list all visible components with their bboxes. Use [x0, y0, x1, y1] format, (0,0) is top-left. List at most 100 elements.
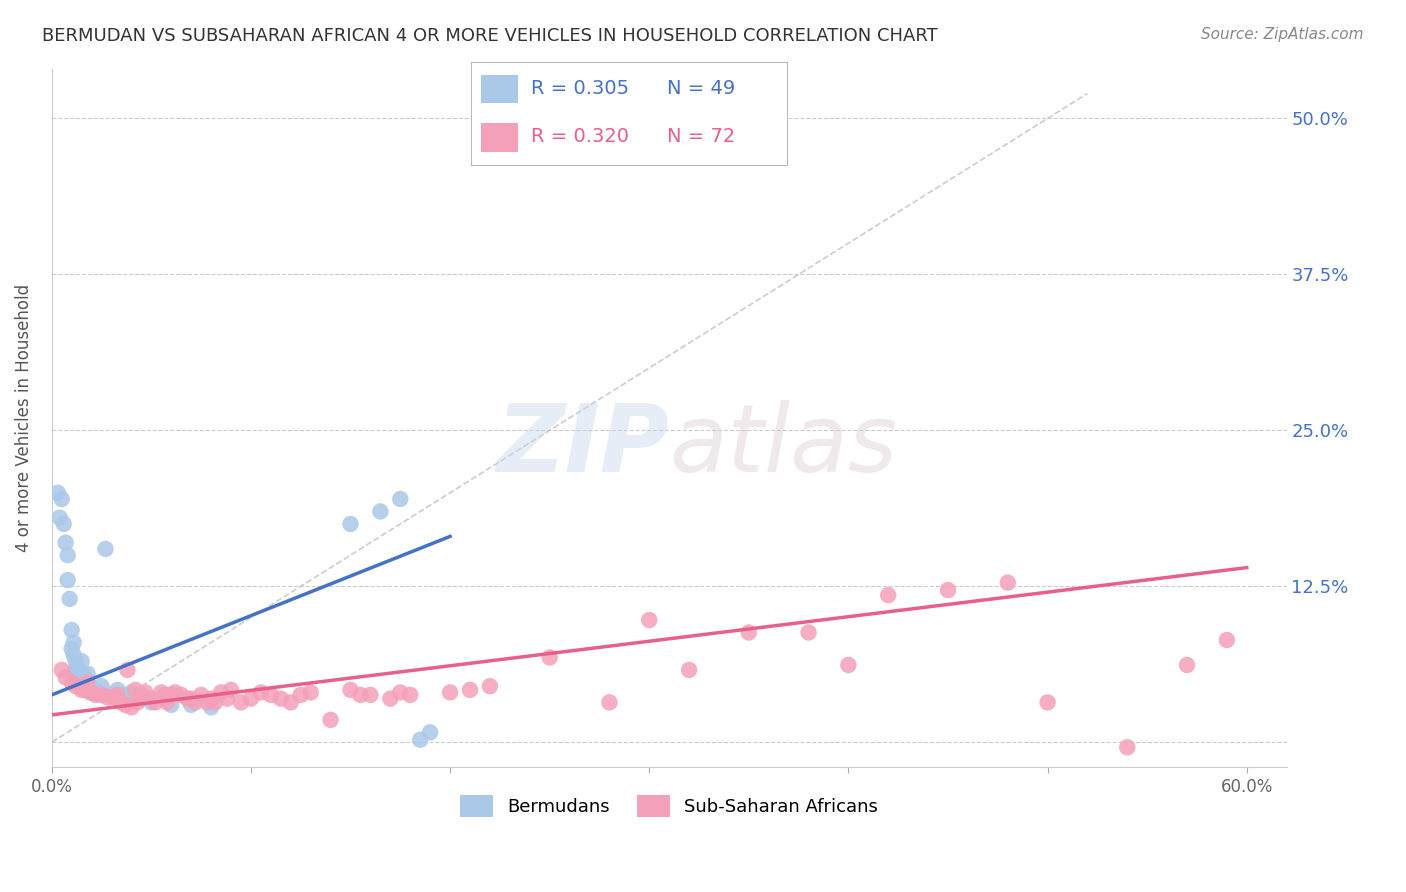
Point [84, 682, 107, 697]
Point [52, 516, 75, 531]
Point [65, 679, 87, 693]
Text: BERMUDAN VS SUBSAHARAN AFRICAN 4 OR MORE VEHICLES IN HOUSEHOLD CORRELATION CHART: BERMUDAN VS SUBSAHARAN AFRICAN 4 OR MORE… [42, 27, 938, 45]
Point [62, 648, 84, 662]
Point [439, 685, 461, 699]
Point [370, 504, 392, 518]
Point [1175, 657, 1198, 672]
Point [176, 691, 198, 706]
Point [80, 685, 103, 699]
Point [55, 535, 77, 549]
Point [55, 670, 77, 684]
Point [209, 685, 232, 699]
Point [72, 673, 94, 687]
Point [837, 657, 859, 672]
Point [170, 688, 193, 702]
Point [280, 695, 302, 709]
Point [131, 691, 153, 706]
Point [94, 541, 117, 556]
Text: R = 0.320: R = 0.320 [531, 128, 628, 146]
Point [65, 654, 87, 668]
Point [90, 688, 112, 702]
Text: Source: ZipAtlas.com: Source: ZipAtlas.com [1201, 27, 1364, 42]
Point [112, 688, 135, 702]
Point [160, 688, 183, 702]
Bar [481, 123, 519, 152]
Point [1216, 632, 1239, 647]
Point [299, 685, 322, 699]
Point [877, 588, 900, 602]
Point [120, 685, 142, 699]
Point [936, 583, 959, 598]
Bar [481, 75, 519, 103]
Point [56, 573, 79, 587]
Point [478, 679, 501, 693]
Point [190, 688, 212, 702]
Point [141, 691, 163, 706]
Text: atlas: atlas [669, 401, 897, 491]
Point [56, 548, 79, 562]
Point [84, 688, 107, 702]
Point [120, 700, 142, 714]
Point [62, 635, 84, 649]
Point [76, 675, 98, 690]
Point [215, 691, 238, 706]
Point [100, 688, 122, 702]
Point [48, 510, 70, 524]
Point [51, 663, 73, 677]
Point [107, 682, 129, 697]
Point [75, 679, 97, 693]
Point [204, 695, 226, 709]
Point [1116, 740, 1139, 755]
Point [117, 663, 139, 677]
Text: ZIP: ZIP [496, 400, 669, 491]
Point [60, 623, 83, 637]
Point [100, 690, 122, 705]
Point [184, 695, 207, 709]
Point [229, 695, 252, 709]
Point [124, 682, 146, 697]
Text: R = 0.305: R = 0.305 [531, 79, 630, 98]
Point [389, 491, 412, 506]
Point [134, 685, 156, 699]
Point [195, 695, 218, 709]
Point [458, 682, 481, 697]
Text: N = 72: N = 72 [668, 128, 735, 146]
Point [51, 491, 73, 506]
Point [66, 660, 89, 674]
Point [46, 485, 69, 500]
Point [60, 641, 83, 656]
Point [156, 695, 179, 709]
Point [319, 713, 342, 727]
Point [200, 700, 222, 714]
Point [165, 685, 187, 699]
Point [260, 688, 283, 702]
Point [143, 695, 166, 709]
Point [409, 732, 432, 747]
Point [219, 682, 242, 697]
Point [79, 685, 101, 699]
Point [69, 663, 91, 677]
Point [339, 682, 361, 697]
Point [380, 691, 402, 706]
Point [70, 682, 93, 697]
Point [200, 691, 222, 706]
Text: N = 49: N = 49 [668, 79, 735, 98]
Point [389, 685, 412, 699]
Point [349, 688, 371, 702]
Point [598, 695, 620, 709]
Point [180, 691, 202, 706]
Point [997, 575, 1019, 590]
Point [75, 682, 97, 697]
Point [250, 685, 273, 699]
Point [65, 663, 87, 677]
Point [399, 688, 422, 702]
Point [359, 688, 381, 702]
Point [66, 666, 89, 681]
Point [155, 688, 177, 702]
Point [127, 695, 149, 709]
Point [76, 675, 98, 690]
Point [93, 688, 115, 702]
Legend: Bermudans, Sub-Saharan Africans: Bermudans, Sub-Saharan Africans [453, 789, 886, 824]
Point [538, 650, 561, 665]
Point [86, 685, 108, 699]
